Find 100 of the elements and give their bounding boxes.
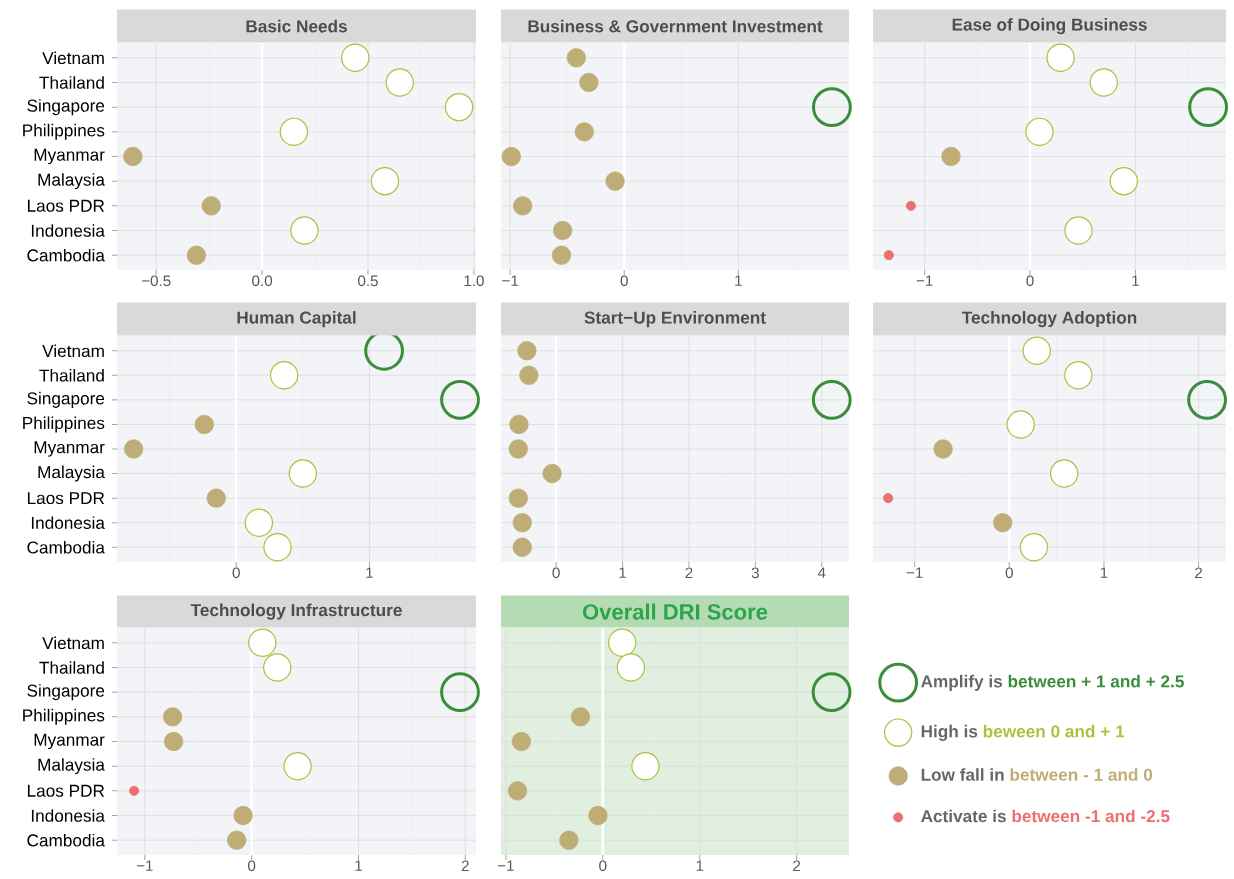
point [941,146,961,167]
point [279,117,309,147]
y-tick-label: Singapore [27,99,105,116]
x-tick-label: 3 [751,567,759,579]
point [512,537,532,557]
point [579,72,599,93]
y-tick-label: Philippines [23,416,105,433]
point [570,707,591,727]
point [933,439,953,459]
x-tick-label: 1 [1100,567,1108,578]
x-tick-label: 2 [1195,567,1203,579]
x-tick-label: 2 [685,567,693,579]
point [517,341,537,361]
point [883,250,894,261]
point [290,216,319,245]
point [605,171,625,191]
point [512,513,532,533]
y-tick-label: Thailand [39,76,104,89]
x-tick-label: 0.5 [358,275,378,287]
y-tick-label: Cambodia [27,540,105,554]
y-tick-label: Myanmar [34,733,105,750]
y-tick-label: Singapore [27,391,105,408]
point [811,672,852,713]
point [574,122,594,142]
point [440,379,480,420]
point [993,513,1013,533]
chart-title: Technology Infrastructure [190,603,402,620]
x-tick-label: 1 [619,567,627,578]
x-tick-label: 1 [366,567,373,578]
point [1019,533,1049,562]
point [186,245,207,265]
x-tick-label: 0 [248,860,256,872]
chart-title: Human Capital [237,311,356,328]
point [227,830,247,850]
x-tick-label: −1 [136,860,153,871]
y-tick-label: Vietnam [42,636,104,650]
x-tick-label: −0.5 [141,275,171,287]
x-tick-label: 0 [1005,567,1013,579]
point [519,365,539,385]
point [607,628,637,658]
point [164,731,184,752]
point [233,805,253,826]
y-tick-label: Thailand [39,369,104,382]
x-tick-label: −1 [916,275,933,286]
x-tick-label: 0.0 [252,275,273,287]
point [244,508,274,537]
x-tick-label: 0 [552,567,560,579]
point [905,200,916,211]
point [129,785,140,796]
point [1006,410,1035,439]
x-tick-label: 4 [817,567,826,578]
point [508,439,528,459]
point [162,707,183,727]
point [1187,379,1227,420]
point [288,459,318,488]
point [201,196,221,216]
point [1022,336,1051,365]
x-tick-label: 1 [696,860,704,871]
y-tick-label: Malaysia [38,173,105,190]
y-tick-label: Malaysia [38,465,105,482]
point [588,805,608,826]
x-tick-label: 2 [461,860,469,872]
x-tick-label: 0 [232,567,240,579]
point [553,220,573,241]
point [542,463,562,484]
point [1064,216,1093,245]
chart-title: Overall DRI Score [582,603,768,620]
y-tick-label: Myanmar [34,441,105,457]
y-tick-label: Philippines [23,708,105,725]
y-tick-label: Singapore [27,684,105,701]
chart-title: Start−Up Environment [584,311,766,328]
point [1109,166,1139,196]
y-tick-label: Cambodia [27,248,105,262]
point [194,414,214,435]
point [444,92,474,122]
legend-label: Low fall in between - 1 and 0 [921,768,1153,781]
y-tick-label: Cambodia [27,833,105,847]
x-tick-label: −1 [497,860,514,871]
point [501,146,521,167]
point [1188,87,1229,128]
point [566,48,586,68]
x-tick-label: 0 [599,860,607,872]
chart-title: Business & Government Investment [528,19,823,33]
point [1089,68,1118,97]
point [507,781,528,801]
y-tick-label: Philippines [23,123,105,140]
y-tick-label: Myanmar [34,148,105,165]
point [551,245,572,265]
point [1025,117,1054,147]
point [1064,361,1093,390]
x-tick-label: −1 [502,275,519,286]
point [509,414,529,435]
point [812,87,852,128]
point [341,43,370,73]
x-tick-label: 1 [355,860,362,871]
point [511,731,531,752]
point [559,830,579,850]
x-tick-label: −1 [906,567,923,578]
point [513,196,533,216]
point [1049,459,1079,488]
